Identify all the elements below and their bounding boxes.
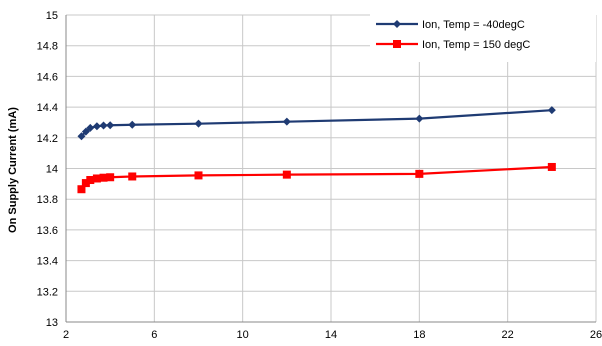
data-point <box>415 169 424 178</box>
y-tick-label: 13.6 <box>37 225 58 237</box>
x-tick-label: 10 <box>237 329 249 341</box>
y-tick-label: 13.8 <box>37 194 58 206</box>
series <box>77 106 556 194</box>
y-tick-label: 14.4 <box>37 102 58 114</box>
data-point <box>106 121 115 130</box>
legend-label: Ion, Temp = 150 degC <box>422 39 530 51</box>
x-tick-label: 14 <box>325 329 337 341</box>
y-tick-label: 14.6 <box>37 71 58 83</box>
data-point <box>99 173 108 182</box>
data-point <box>92 122 101 131</box>
y-tick-label: 13.2 <box>37 286 58 298</box>
data-point <box>77 132 86 141</box>
data-point <box>282 117 291 126</box>
data-point <box>81 127 90 136</box>
data-point <box>128 172 137 181</box>
legend-box <box>370 12 596 62</box>
data-point <box>99 121 108 130</box>
data-point <box>81 179 90 188</box>
y-tick-label: 13.4 <box>37 256 58 268</box>
data-point <box>194 119 203 128</box>
legend-marker <box>393 20 401 28</box>
data-point <box>547 162 556 171</box>
data-point <box>547 106 556 115</box>
data-point <box>86 123 95 132</box>
x-tick-label: 18 <box>413 329 425 341</box>
y-tick-label: 15 <box>46 10 58 22</box>
data-point <box>86 176 95 185</box>
y-tick-label: 14 <box>46 164 58 176</box>
y-tick-label: 14.2 <box>37 133 58 145</box>
y-tick-label: 14.8 <box>37 41 58 53</box>
x-tick-label: 22 <box>502 329 514 341</box>
x-tick-label: 26 <box>590 329 602 341</box>
y-axis-title: On Supply Current (mA) <box>7 107 19 233</box>
x-tick-label: 2 <box>63 329 69 341</box>
legend: Ion, Temp = -40degC Ion, Temp = 150 degC <box>370 12 596 62</box>
data-point <box>128 120 137 129</box>
legend-marker <box>393 40 401 48</box>
data-point <box>92 174 101 183</box>
data-point <box>106 173 115 182</box>
data-point <box>282 170 291 179</box>
series-line <box>80 109 552 138</box>
x-tick-label: 6 <box>151 329 157 341</box>
data-point <box>415 114 424 123</box>
data-point <box>77 185 86 194</box>
legend-label: Ion, Temp = -40degC <box>422 19 525 31</box>
y-tick-label: 13 <box>46 317 58 329</box>
data-point <box>194 171 203 180</box>
series-line <box>80 165 552 190</box>
